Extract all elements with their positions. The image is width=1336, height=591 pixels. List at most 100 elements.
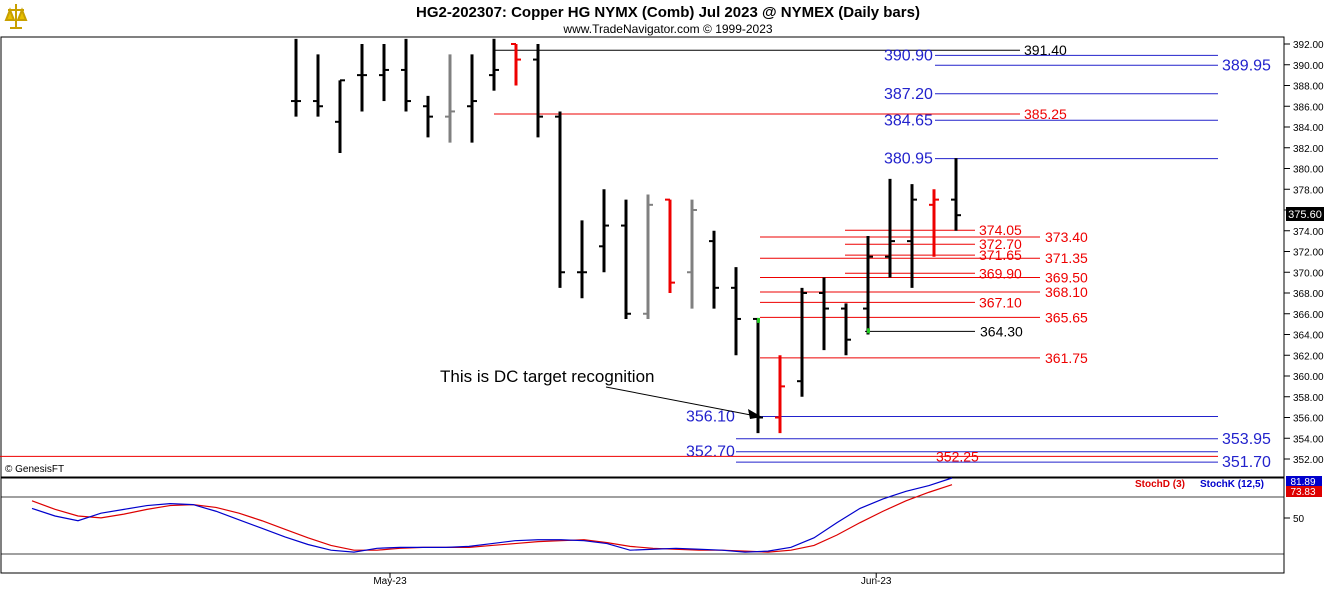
price-tick-label: 356.00 (1293, 414, 1324, 425)
price-tick-label: 364.00 (1293, 331, 1324, 342)
level-label: 391.40 (1024, 42, 1067, 58)
ohlc-bar (907, 184, 917, 288)
level-label: 352.70 (686, 444, 735, 461)
annotation-arrow (605, 386, 762, 419)
price-tick-label: 378.00 (1293, 185, 1324, 196)
price-tick-label: 362.00 (1293, 351, 1324, 362)
ohlc-bar (379, 44, 389, 102)
price-tick-label: 386.00 (1293, 102, 1324, 113)
stochk-value-tag: 81.89 (1290, 477, 1315, 488)
price-tick-label: 382.00 (1293, 144, 1324, 155)
ohlc-bar (665, 198, 675, 293)
price-tick-label: 388.00 (1293, 82, 1324, 93)
last-price-label: 375.60 (1288, 209, 1322, 221)
ohlc-bar (643, 194, 653, 319)
level-label: 353.95 (1222, 431, 1271, 448)
ohlc-bar (467, 54, 477, 143)
signal-marker (757, 317, 760, 323)
level-label: 361.75 (1045, 350, 1088, 366)
price-tick-label: 384.00 (1293, 123, 1324, 134)
ohlc-bar (445, 54, 455, 143)
level-label: 352.25 (936, 448, 979, 464)
price-tick-label: 352.00 (1293, 455, 1324, 466)
ohlc-bar (731, 267, 741, 356)
x-tick-label: Jun-23 (861, 576, 892, 587)
level-label: 385.25 (1024, 106, 1067, 122)
last-price-tag (1286, 207, 1324, 221)
level-label: 367.10 (979, 294, 1022, 310)
price-bars (291, 38, 961, 434)
ohlc-bar (951, 158, 961, 231)
level-label: 373.40 (1045, 229, 1088, 245)
price-axis: 392.00 390.00 388.00 386.00 384.00 382.00 380.… (1284, 40, 1324, 466)
level-label: 369.50 (1045, 269, 1088, 285)
ohlc-bar (797, 287, 807, 397)
price-tick-label: 370.00 (1293, 268, 1324, 279)
ohlc-bar (401, 38, 411, 112)
price-tick-label: 380.00 (1293, 165, 1324, 176)
price-panel (0, 36, 1285, 478)
level-label: 384.65 (884, 112, 933, 129)
ohlc-bar (313, 54, 323, 117)
ohlc-bar (819, 277, 829, 351)
level-label: 365.65 (1045, 309, 1088, 325)
ohlc-bar (489, 38, 499, 91)
annotation-text: This is DC target recognition (440, 367, 654, 386)
ohlc-bar (357, 44, 367, 112)
price-tick-label: 368.00 (1293, 289, 1324, 300)
price-tick-label: 360.00 (1293, 372, 1324, 383)
level-label: 364.30 (980, 323, 1023, 339)
level-label: 387.20 (884, 86, 933, 103)
level-label: 351.70 (1222, 454, 1271, 471)
level-label: 374.05 (979, 222, 1022, 238)
level-lines: 391.40 390.90 389.95 387.20 385.25 384.65 380.… (0, 42, 1271, 471)
chart-title: HG2-202307: Copper HG NYMX (Comb) Jul 20… (416, 4, 920, 21)
stochk-line (31, 477, 953, 553)
price-tick-label: 358.00 (1293, 393, 1324, 404)
ohlc-bar (863, 235, 873, 335)
legend-stochd: StochD (3) (1135, 479, 1185, 490)
ohlc-bar (929, 189, 939, 257)
level-label: 371.65 (979, 247, 1022, 263)
ohlc-bar (577, 220, 587, 299)
ohlc-bar (599, 189, 609, 273)
indicator-axis-50: 50 (1293, 514, 1305, 525)
level-label: 368.10 (1045, 284, 1088, 300)
ohlc-bar (291, 38, 301, 117)
price-tick-label: 390.00 (1293, 61, 1324, 72)
level-label: 356.10 (686, 408, 735, 425)
ohlc-bar (335, 79, 345, 153)
price-tick-label: 392.00 (1293, 40, 1324, 51)
watermark: © GenesisFT (5, 464, 64, 475)
ohlc-bar (775, 355, 785, 434)
ohlc-bar (555, 111, 565, 288)
ohlc-bar (511, 43, 521, 86)
ohlc-bar (423, 95, 433, 138)
ohlc-bar (687, 199, 697, 309)
price-tick-label: 354.00 (1293, 434, 1324, 445)
indicator-panel (0, 477, 1285, 574)
level-label: 380.95 (884, 151, 933, 168)
price-tick-label: 372.00 (1293, 248, 1324, 259)
level-label: 389.95 (1222, 57, 1271, 74)
signal-marker (867, 328, 870, 334)
stochd-value-tag: 73.83 (1290, 487, 1315, 498)
logo (2, 2, 30, 32)
level-label: 369.90 (979, 265, 1022, 281)
ohlc-bar (533, 44, 543, 138)
stochastic-lines (1, 477, 1284, 555)
legend-stochk: StochK (12,5) (1200, 479, 1264, 490)
x-axis: May-23 Jun-23 (373, 573, 892, 587)
chart-subtitle: www.TradeNavigator.com © 1999-2023 (562, 22, 772, 36)
ohlc-bar (841, 303, 851, 356)
ohlc-bar (709, 230, 719, 309)
level-label: 390.90 (884, 47, 933, 64)
x-tick-label: May-23 (373, 576, 407, 587)
level-label: 371.35 (1045, 250, 1088, 266)
ohlc-bar (885, 178, 895, 278)
stochd-line (31, 484, 953, 553)
price-tick-label: 366.00 (1293, 310, 1324, 321)
price-tick-label: 374.00 (1293, 227, 1324, 238)
level-label: 372.70 (979, 236, 1022, 252)
